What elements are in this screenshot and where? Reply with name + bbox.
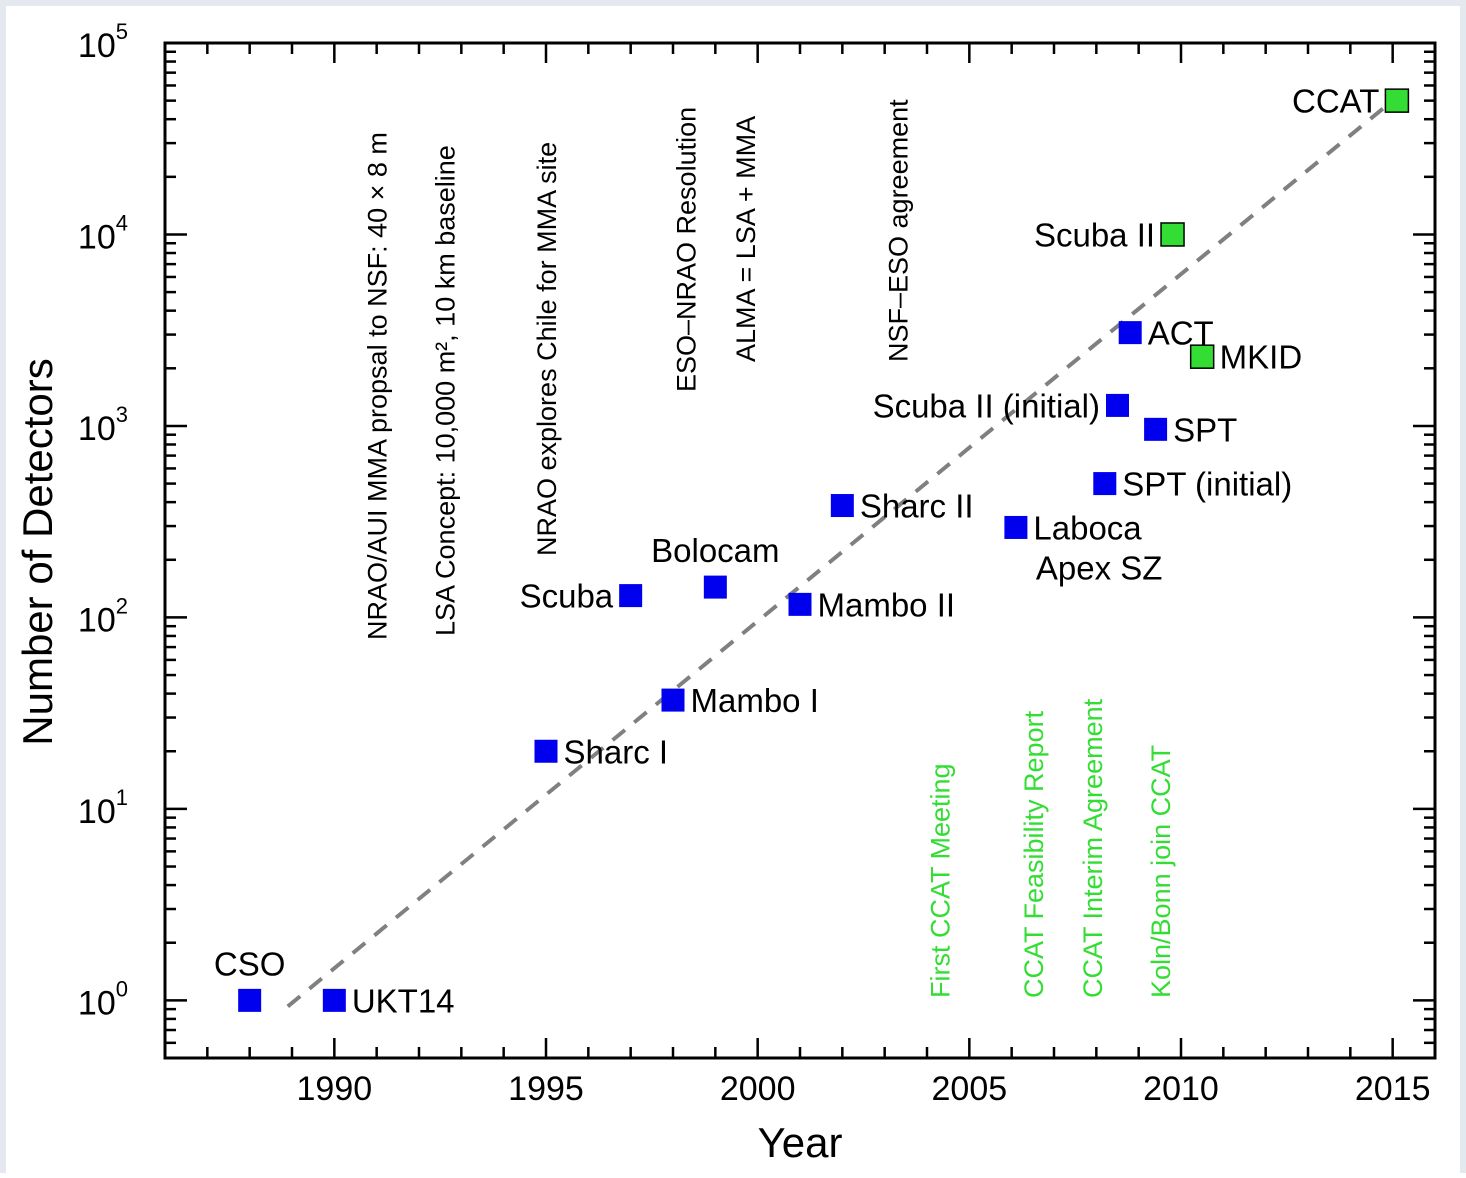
milestone-event-label: ESO–NRAO Resolution [672, 107, 702, 392]
y-tick-base: 10 [78, 218, 116, 256]
milestone-event-label: NRAO explores Chile for MMA site [532, 142, 562, 556]
y-tick-exponent: 4 [116, 210, 128, 235]
milestone-event-label: NSF–ESO agreement [883, 99, 913, 362]
instrument-point-marker [1093, 472, 1117, 496]
milestone-event-label: ALMA = LSA + MMA [731, 116, 761, 362]
y-tick-base: 10 [78, 984, 116, 1022]
point-label: ACT [1148, 315, 1214, 352]
y-axis-title: Number of Detectors [14, 358, 61, 745]
y-tick-exponent: 2 [116, 593, 128, 618]
data-points [238, 88, 1410, 1012]
y-tick-exponent: 5 [116, 19, 128, 44]
axis-ticks [163, 41, 1437, 1060]
y-tick-base: 10 [78, 410, 116, 448]
x-tick-label: 2005 [932, 1070, 1008, 1108]
trend-line-group [286, 99, 1394, 1008]
instrument-point-marker [1106, 393, 1129, 417]
planned-point-marker [1189, 344, 1215, 369]
x-tick-label: 1990 [297, 1070, 373, 1108]
y-tick-label: 105 [78, 19, 128, 65]
x-axis-title: Year [758, 1119, 843, 1166]
page-edge-right [1460, 0, 1466, 1173]
point-label: Bolocam [651, 532, 779, 569]
ccat-event-label: First CCAT Meeting [926, 763, 956, 998]
point-label: SPT [1173, 411, 1237, 448]
y-tick-base: 10 [78, 601, 116, 639]
ccat-event-label: Koln/Bonn join CCAT [1146, 745, 1176, 998]
point-label: UKT14 [352, 982, 455, 1019]
instrument-point-marker [703, 575, 727, 599]
instrument-point-marker [238, 988, 262, 1012]
y-tick-base: 10 [78, 793, 116, 831]
axis-tick-labels: 1990 1995 2000 2005 2010 20151001011021031041… [78, 19, 1431, 1108]
instrument-point-marker [534, 739, 558, 763]
point-label: Mambo II [818, 586, 956, 623]
point-label: Scuba II [1034, 216, 1155, 253]
point-label: SPT (initial) [1122, 466, 1292, 503]
x-tick-label: 2000 [720, 1070, 796, 1108]
planned-point-marker [1384, 88, 1410, 113]
page-edge-top [0, 0, 1466, 6]
instrument-point-marker [830, 494, 854, 518]
milestone-event-label: NRAO/AUI MMA propsal to NSF: 40 × 8 m [363, 132, 393, 640]
ccat-event-label: CCAT Feasibility Report [1019, 710, 1049, 998]
instrument-point-marker [1004, 515, 1028, 539]
y-tick-label: 104 [78, 210, 128, 256]
point-label: Scuba [520, 578, 614, 615]
instrument-point-marker [788, 592, 812, 616]
ccat-event-label: CCAT Interim Agreement [1078, 698, 1108, 998]
page-edge-left [0, 0, 6, 1173]
x-tick-label: 2010 [1143, 1070, 1219, 1108]
y-tick-label: 103 [78, 402, 128, 448]
plot-area-frame [163, 41, 1437, 1060]
y-tick-label: 102 [78, 593, 128, 639]
y-tick-label: 100 [78, 976, 128, 1022]
y-tick-exponent: 1 [116, 785, 128, 810]
point-label: Sharc II [860, 488, 974, 525]
instrument-point-marker [619, 584, 643, 608]
point-labels: CSO UKT14 Sharc I Scuba Mambo I Bolocam Mambo … [214, 83, 1379, 1020]
point-label: CCAT [1292, 83, 1379, 120]
point-label: Mambo I [691, 682, 819, 719]
y-tick-base: 10 [78, 27, 116, 65]
x-tick-label: 2015 [1355, 1070, 1431, 1108]
instrument-point-marker [1118, 321, 1142, 345]
point-label: Scuba II (initial) [873, 387, 1100, 424]
trend-line [286, 99, 1394, 1008]
y-tick-label: 101 [78, 785, 128, 831]
instrument-point-marker [1144, 417, 1168, 441]
point-label: Apex SZ [1036, 549, 1163, 586]
x-tick-label: 1995 [508, 1070, 584, 1108]
y-tick-exponent: 3 [116, 402, 128, 427]
y-tick-exponent: 0 [116, 976, 128, 1001]
point-label: CSO [214, 945, 286, 982]
planned-point-marker [1160, 222, 1185, 247]
point-label: MKID [1220, 339, 1303, 376]
instrument-point-marker [322, 988, 346, 1012]
instrument-point-marker [661, 688, 685, 712]
point-label: Laboca [1033, 509, 1142, 546]
point-label: Sharc I [564, 733, 669, 770]
milestone-event-label: LSA Concept: 10,000 m², 10 km baseline [430, 145, 460, 636]
event-annotations: NRAO/AUI MMA propsal to NSF: 40 × 8 m LSA… [363, 99, 1176, 998]
